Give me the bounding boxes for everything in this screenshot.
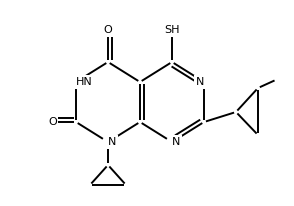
Text: N: N (196, 77, 204, 87)
Text: O: O (48, 117, 57, 127)
Text: N: N (172, 137, 181, 147)
Text: N: N (108, 137, 116, 147)
Text: O: O (103, 25, 112, 35)
Text: HN: HN (76, 77, 93, 87)
Text: SH: SH (164, 25, 180, 35)
